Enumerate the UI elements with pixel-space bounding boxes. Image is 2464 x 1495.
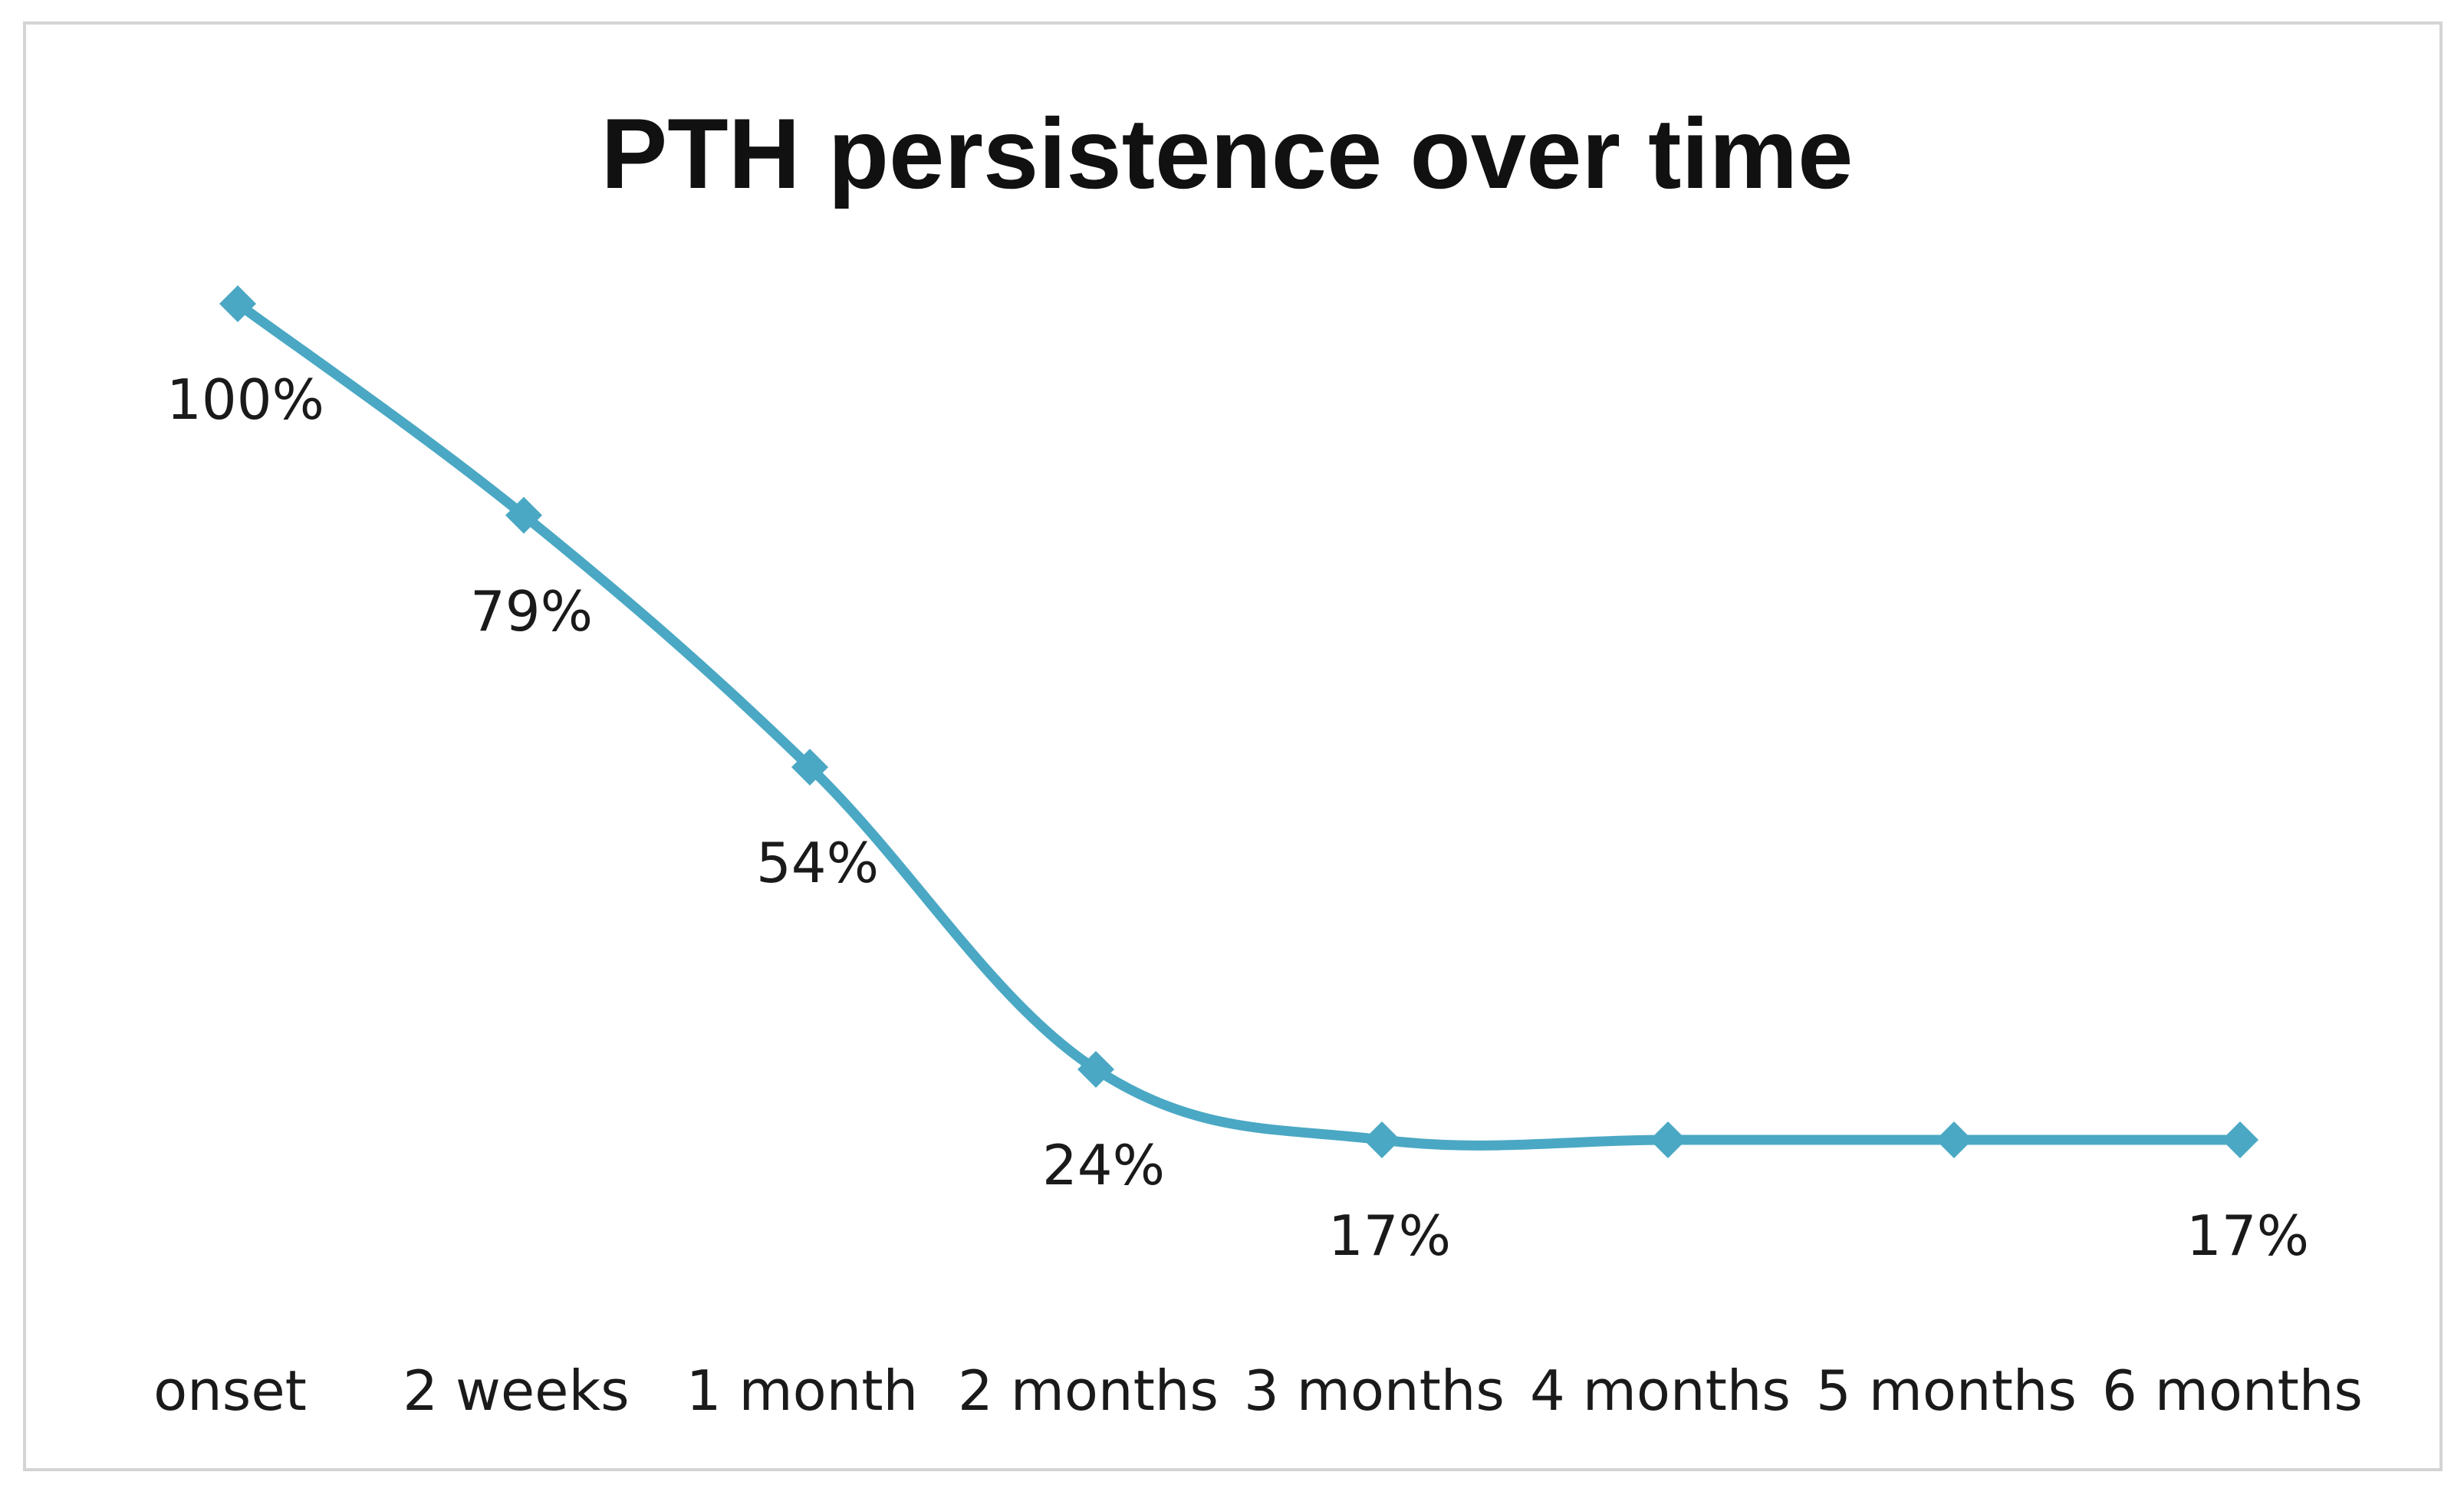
data-point-marker xyxy=(1936,1121,1972,1158)
data-label: 24% xyxy=(1042,1133,1165,1197)
x-tick-label: 2 months xyxy=(958,1358,1219,1423)
data-point-marker xyxy=(1650,1121,1686,1158)
data-point-marker xyxy=(2222,1121,2258,1158)
chart-frame xyxy=(23,21,2443,1471)
series-line xyxy=(232,298,2245,1151)
data-point-marker xyxy=(1077,1051,1114,1088)
data-label: 17% xyxy=(2186,1204,2309,1268)
data-label: 100% xyxy=(166,367,324,432)
data-label: 54% xyxy=(756,831,879,895)
x-tick-label: 1 month xyxy=(686,1358,918,1423)
data-label: 79% xyxy=(470,579,593,644)
x-tick-label: 4 months xyxy=(1530,1358,1791,1423)
x-tick-label: 2 weeks xyxy=(403,1358,629,1423)
x-tick-label: onset xyxy=(153,1358,307,1423)
data-point-marker xyxy=(505,496,542,534)
x-tick-label: 5 months xyxy=(1816,1358,2077,1423)
data-point-marker xyxy=(219,285,256,322)
chart-title: PTH persistence over time xyxy=(601,97,1854,209)
data-label: 17% xyxy=(1328,1204,1451,1268)
data-point-marker xyxy=(1364,1121,1400,1158)
x-tick-label: 6 months xyxy=(2102,1358,2363,1423)
plot-area: 100% 79% 54% 24% 17% 17% onset 2 weeks 1 month 2 … xyxy=(153,285,2363,1423)
data-point-marker xyxy=(791,749,828,786)
x-tick-label: 3 months xyxy=(1244,1358,1505,1423)
